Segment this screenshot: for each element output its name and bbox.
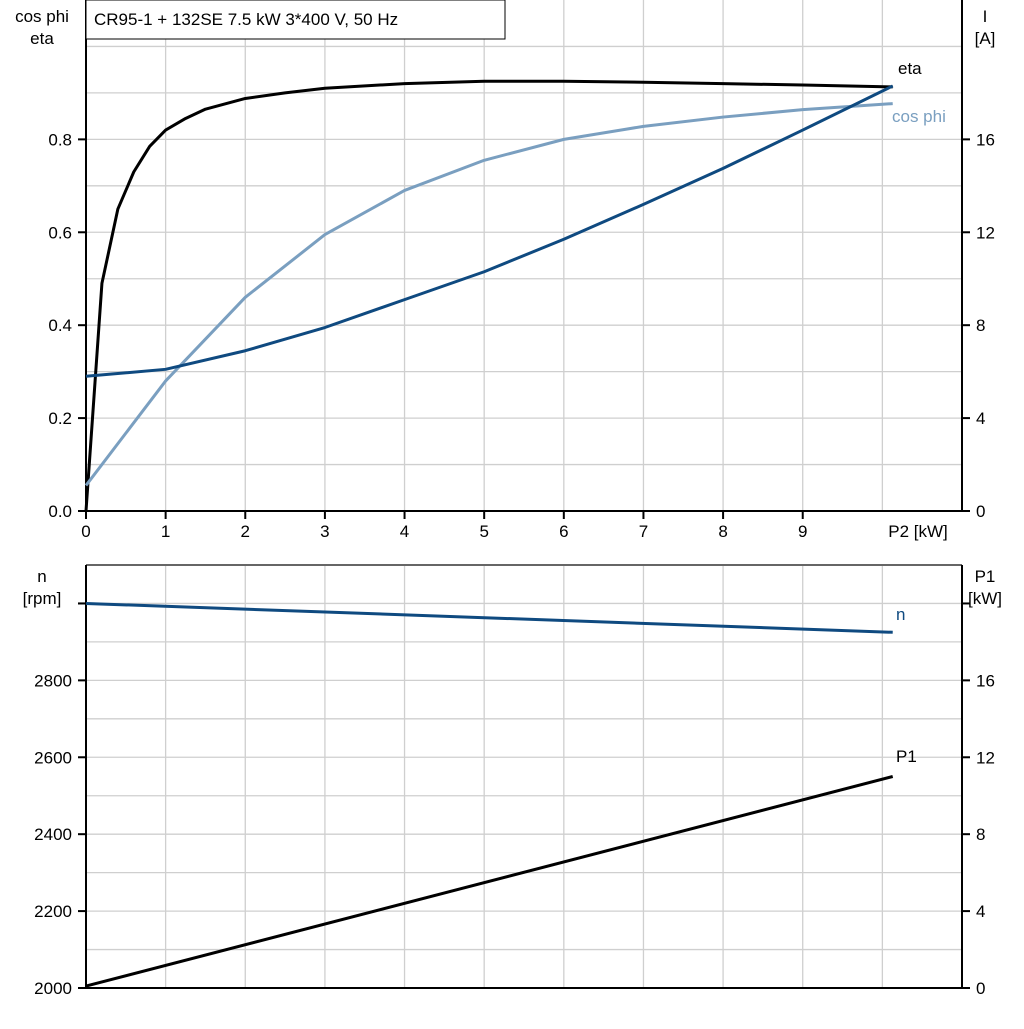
chart-title: CR95-1 + 132SE 7.5 kW 3*400 V, 50 Hz xyxy=(94,10,398,29)
y-axis-label-right: [A] xyxy=(975,29,996,48)
series-line-current xyxy=(85,84,894,378)
y-tick-label-left: 2600 xyxy=(34,748,72,767)
y-tick-label-right: 12 xyxy=(976,223,995,242)
y-tick-label-left: 2800 xyxy=(34,671,72,690)
x-tick-label: 4 xyxy=(400,522,409,541)
y-tick-label-right: 16 xyxy=(976,671,995,690)
y-tick-label-left: 0.0 xyxy=(48,502,72,521)
y-tick-label-left: 0.8 xyxy=(48,130,72,149)
y-tick-label-right: 4 xyxy=(976,902,985,921)
series-line-P1 xyxy=(85,775,894,988)
y-tick-label-right: 16 xyxy=(976,130,995,149)
y-tick-label-right: 8 xyxy=(976,316,985,335)
x-tick-label: 5 xyxy=(479,522,488,541)
x-tick-label: 3 xyxy=(320,522,329,541)
x-tick-label: 8 xyxy=(718,522,727,541)
x-tick-label: 7 xyxy=(639,522,648,541)
series-label-cos-phi: cos phi xyxy=(892,107,946,126)
y-tick-label-right: 0 xyxy=(976,502,985,521)
x-tick-label: 6 xyxy=(559,522,568,541)
x-tick-label: 0 xyxy=(81,522,90,541)
y-tick-label-right: 12 xyxy=(976,748,995,767)
y-tick-label-left: 2000 xyxy=(34,979,72,998)
y-tick-label-right: 8 xyxy=(976,825,985,844)
y-axis-label-left: n xyxy=(37,567,46,586)
title-box xyxy=(85,0,506,40)
x-tick-label: 2 xyxy=(241,522,250,541)
y-tick-label-left: 0.4 xyxy=(48,316,72,335)
y-tick-label-left: 0.2 xyxy=(48,409,72,428)
y-axis-label-right: P1 xyxy=(975,567,996,586)
y-axis-label-right: I xyxy=(983,7,988,26)
y-axis-label-left: [rpm] xyxy=(23,589,62,608)
y-axis-label-right: [kW] xyxy=(968,589,1002,608)
x-axis-label: P2 [kW] xyxy=(888,522,948,541)
x-tick-label: 9 xyxy=(798,522,807,541)
series-line-cos-phi xyxy=(84,102,893,487)
series-label-eta: eta xyxy=(898,59,922,78)
x-tick-label: 1 xyxy=(161,522,170,541)
series-label-n: n xyxy=(896,605,905,624)
series-label-P1: P1 xyxy=(896,747,917,766)
y-tick-label-left: 2200 xyxy=(34,902,72,921)
series-line-eta xyxy=(84,79,893,512)
bottom-chart: 2000 2200 2400 2600 2800 0 4 8 12 16 n [rpm] P1 [kW] n… xyxy=(23,564,1002,998)
y-tick-label-left: 2400 xyxy=(34,825,72,844)
y-tick-label-right: 0 xyxy=(976,979,985,998)
y-axis-label-left: cos phi xyxy=(15,7,69,26)
y-axis-label-left: eta xyxy=(30,29,54,48)
series-line-n xyxy=(85,601,893,634)
y-tick-label-right: 4 xyxy=(976,409,985,428)
y-tick-label-left: 0.6 xyxy=(48,223,72,242)
